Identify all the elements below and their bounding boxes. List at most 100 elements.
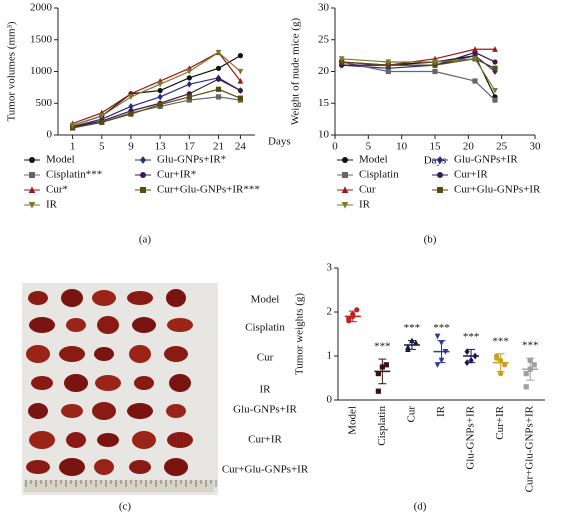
marker <box>346 316 352 322</box>
tumor <box>92 402 116 420</box>
tumor <box>167 432 193 448</box>
marker <box>523 371 529 377</box>
marker <box>157 93 163 101</box>
marker <box>354 307 360 313</box>
x-tick-label: 10 <box>396 141 408 153</box>
panel-label: (a) <box>139 234 152 246</box>
marker <box>492 65 498 71</box>
marker <box>434 362 441 368</box>
x-tick-label: 25 <box>496 141 508 153</box>
tumor <box>29 431 55 449</box>
tumor <box>92 290 116 306</box>
marker <box>409 337 415 344</box>
marker <box>186 97 192 103</box>
marker <box>342 172 348 178</box>
panel-label: (d) <box>414 501 427 513</box>
marker <box>438 340 445 346</box>
tumor <box>169 374 191 392</box>
y-tick-label: 30 <box>318 2 330 14</box>
legend-label: Cur <box>359 184 376 196</box>
panel-label: (c) <box>119 501 132 513</box>
tumor <box>94 459 114 475</box>
photo-label: IR <box>260 384 272 396</box>
marker <box>432 62 438 68</box>
tumor <box>94 347 114 361</box>
marker <box>157 81 164 88</box>
marker <box>523 384 529 390</box>
marker <box>464 359 470 366</box>
significance: *** <box>433 322 450 334</box>
marker <box>437 187 443 193</box>
marker <box>237 68 244 75</box>
x-tick-label: 15 <box>430 141 442 153</box>
legend-label: Cur+IR <box>454 169 488 181</box>
tumor <box>61 404 83 418</box>
marker <box>157 87 163 94</box>
x-tick-label: IR <box>435 405 447 417</box>
series-line <box>72 51 241 125</box>
y-tick-label: 15 <box>318 97 330 109</box>
tumor <box>28 291 48 305</box>
tumor <box>97 433 119 447</box>
marker <box>215 94 222 100</box>
x-tick-label: 24 <box>235 141 247 153</box>
marker <box>383 362 389 368</box>
tumor <box>132 431 156 449</box>
tumor <box>127 403 153 419</box>
marker <box>237 77 244 84</box>
marker <box>186 75 192 81</box>
marker <box>350 311 356 317</box>
marker <box>186 68 193 75</box>
marker <box>527 357 533 363</box>
tumor <box>97 316 119 334</box>
marker <box>215 86 222 92</box>
panel-label: (b) <box>424 234 437 246</box>
y-tick-label: 500 <box>36 97 53 109</box>
tumor <box>59 458 85 476</box>
tumor <box>61 289 83 307</box>
tumor <box>132 317 156 333</box>
marker <box>498 371 504 377</box>
legend-label: Cisplatin <box>359 169 399 181</box>
marker <box>98 113 105 120</box>
y-tick-label: 10 <box>318 129 330 141</box>
marker <box>69 122 76 129</box>
x-axis-label: Days <box>424 155 447 167</box>
marker <box>492 87 498 94</box>
x-tick-label: 30 <box>530 141 542 153</box>
tumor <box>26 345 50 363</box>
tumor <box>29 317 55 333</box>
marker <box>375 371 381 377</box>
tumor <box>28 403 48 419</box>
marker <box>379 364 385 370</box>
marker <box>385 59 392 66</box>
marker <box>472 56 478 62</box>
photo-label: Cisplatin <box>245 322 285 334</box>
marker <box>140 172 146 178</box>
y-tick-label: 25 <box>318 33 330 45</box>
marker <box>128 103 134 110</box>
y-axis-label: Weight of nude mice (g) <box>290 18 302 126</box>
marker <box>385 62 391 68</box>
x-tick-label: Cur+Glu-GNPs+IR <box>524 405 536 492</box>
marker <box>140 187 146 193</box>
tumor <box>166 289 186 307</box>
marker <box>502 362 508 368</box>
significance: *** <box>492 335 509 347</box>
tumor <box>129 460 151 474</box>
marker <box>215 49 222 56</box>
marker <box>28 186 36 193</box>
photo-label: Cur <box>257 352 274 364</box>
photo-label: Cur+Glu-GNPs+IR <box>222 464 309 476</box>
marker <box>468 357 474 364</box>
tumor <box>95 375 121 391</box>
marker <box>99 119 105 125</box>
x-tick-label: 9 <box>128 141 134 153</box>
marker <box>375 388 381 394</box>
y-tick-label: 20 <box>318 65 330 77</box>
marker <box>140 156 146 164</box>
legend-label: Cur+Glu-GNPs+IR*** <box>157 184 260 196</box>
significance: *** <box>463 331 480 343</box>
marker <box>128 111 134 117</box>
x-tick-label: 20 <box>463 141 475 153</box>
